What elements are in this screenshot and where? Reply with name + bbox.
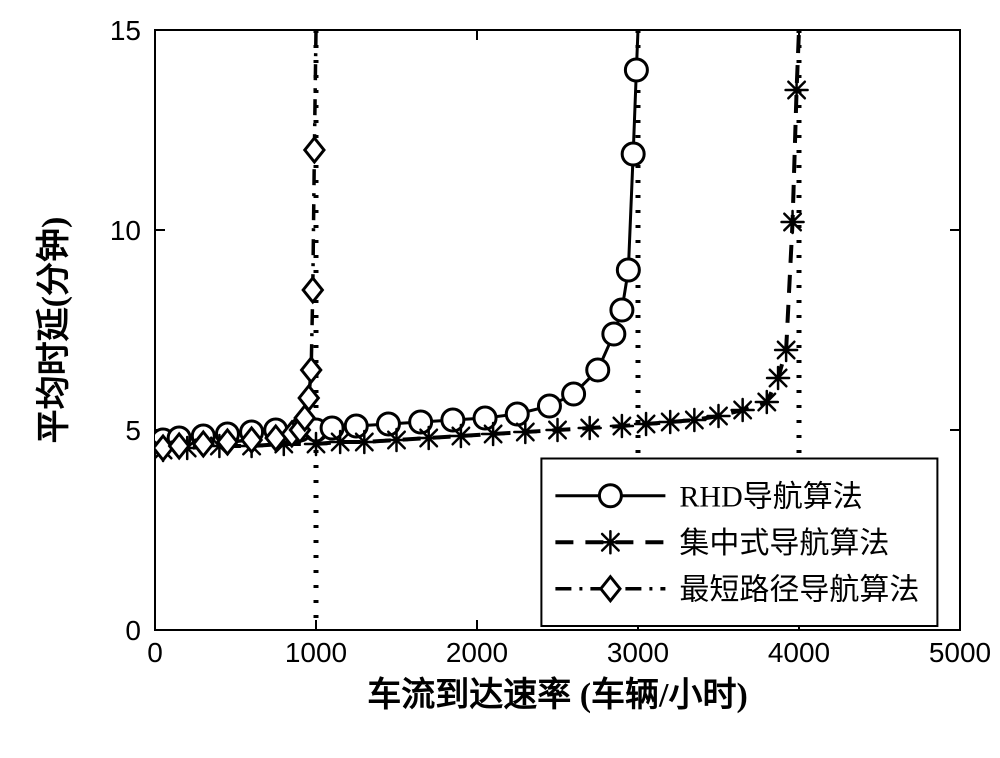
x-axis-label: 车流到达速率 (车辆/小时) (367, 676, 748, 714)
svg-text:4000: 4000 (768, 637, 830, 668)
series-line-0 (163, 30, 638, 440)
legend: RHD导航算法集中式导航算法最短路径导航算法 (541, 459, 937, 627)
svg-text:2000: 2000 (446, 637, 508, 668)
series-line-2 (163, 30, 316, 448)
svg-text:0: 0 (125, 615, 141, 646)
chart-svg: 0 1000 2000 3000 4000 5000 0 5 10 15 车流到达速率 (车辆/小时… (0, 0, 1000, 758)
legend-label-0: RHD导航算法 (679, 480, 862, 513)
svg-text:5000: 5000 (929, 637, 991, 668)
svg-text:0: 0 (147, 637, 163, 668)
legend-label-2: 最短路径导航算法 (679, 573, 919, 606)
legend-label-1: 集中式导航算法 (679, 527, 889, 560)
chart-container: 0 1000 2000 3000 4000 5000 0 5 10 15 车流到达速率 (车辆/小时… (0, 0, 1000, 758)
svg-text:3000: 3000 (607, 637, 669, 668)
svg-text:5: 5 (125, 415, 141, 446)
svg-text:15: 15 (110, 15, 141, 46)
svg-text:1000: 1000 (285, 637, 347, 668)
svg-text:10: 10 (110, 215, 141, 246)
y-axis-label: 平均时延(分钟) (35, 217, 73, 444)
series-line-1 (163, 30, 799, 450)
